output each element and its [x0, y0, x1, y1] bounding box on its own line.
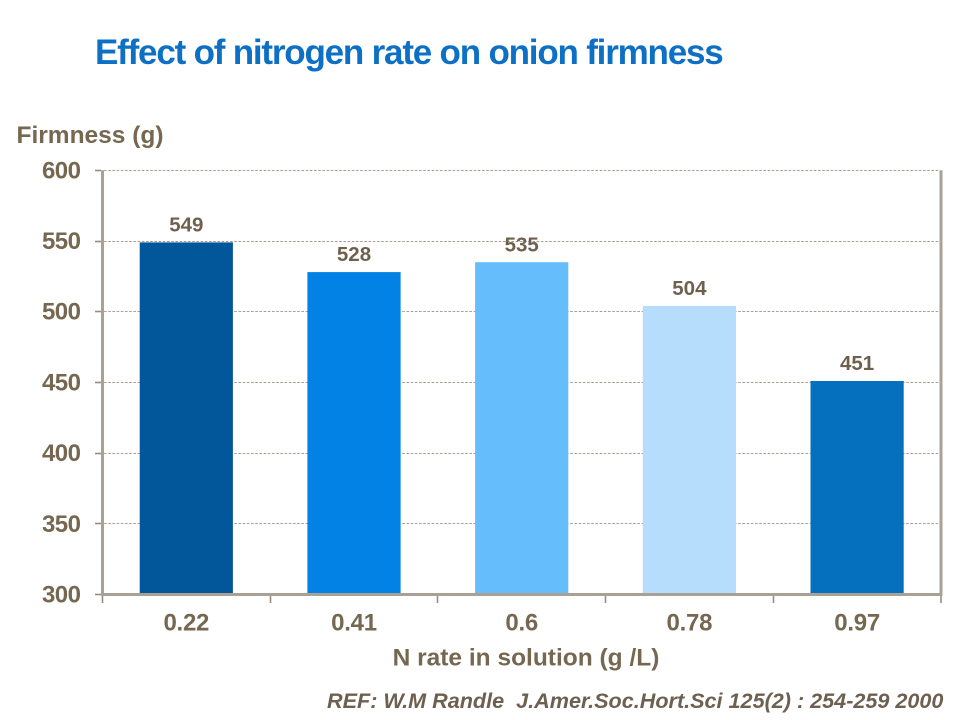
- svg-text:504: 504: [672, 277, 707, 300]
- svg-text:0.78: 0.78: [667, 610, 713, 637]
- svg-text:500: 500: [42, 299, 81, 326]
- svg-text:300: 300: [42, 582, 81, 609]
- svg-text:Firmness (g): Firmness (g): [17, 122, 164, 149]
- svg-text:0.41: 0.41: [331, 610, 377, 637]
- svg-text:Effect of nitrogen rate on oni: Effect of nitrogen rate on onion firmnes…: [95, 33, 723, 72]
- svg-text:549: 549: [169, 214, 203, 237]
- svg-text:N rate in solution (g /L): N rate in solution (g /L): [393, 645, 660, 672]
- svg-text:0.22: 0.22: [163, 610, 209, 637]
- svg-text:0.97: 0.97: [834, 610, 880, 637]
- svg-text:0.6: 0.6: [505, 610, 538, 637]
- svg-text:600: 600: [42, 157, 81, 184]
- svg-text:528: 528: [337, 243, 371, 266]
- svg-text:535: 535: [505, 233, 539, 256]
- svg-text:350: 350: [42, 511, 81, 538]
- svg-text:550: 550: [42, 228, 81, 255]
- svg-text:REF: W.M Randle J.Amer.Soc.Ho: REF: W.M Randle J.Amer.Soc.Hort.Sci 125(…: [327, 688, 943, 713]
- svg-text:451: 451: [840, 352, 874, 375]
- svg-text:400: 400: [42, 440, 81, 467]
- svg-text:450: 450: [42, 369, 81, 396]
